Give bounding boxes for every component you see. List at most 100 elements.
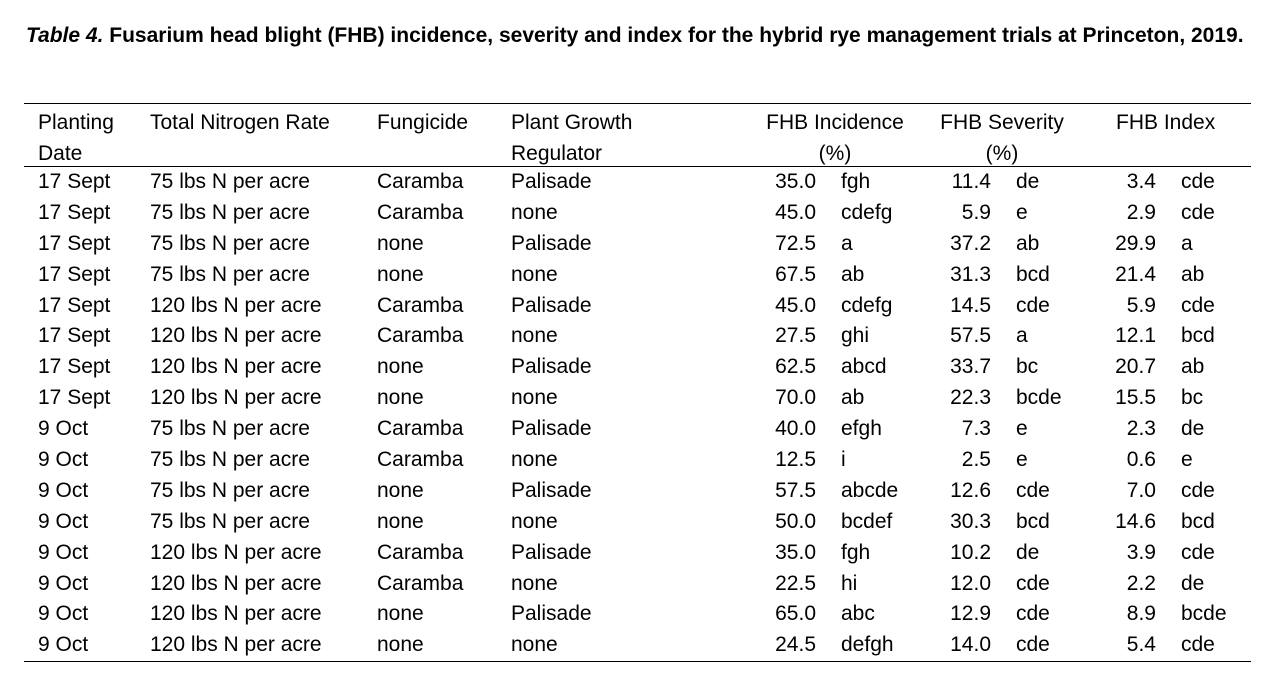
cell-pgr: Palisade <box>511 602 592 626</box>
cell-incidence: 45.0 <box>775 293 816 317</box>
header-index: FHB Index <box>1116 111 1216 134</box>
cell-index: 8.9 <box>1126 602 1156 626</box>
table-body: 17 Sept 75 lbs N per acre Caramba Palisade 3… <box>24 167 1251 661</box>
cell-index: 0.6 <box>1126 448 1156 472</box>
cell-index-letters: de <box>1181 571 1205 595</box>
cell-index: 7.0 <box>1126 478 1156 502</box>
table-row: 9 Oct 75 lbs N per acre Caramba none 12.5 i 2.… <box>24 445 1251 476</box>
table-row: 9 Oct 75 lbs N per acre none none 50.0 bcdef 3… <box>24 507 1251 538</box>
cell-planting-date: 9 Oct <box>38 478 89 502</box>
cell-index-letters: a <box>1181 231 1193 255</box>
cell-index: 14.6 <box>1115 509 1156 533</box>
cell-index-letters: bc <box>1181 386 1204 410</box>
cell-incidence: 57.5 <box>775 478 816 502</box>
cell-fungicide: Caramba <box>377 448 464 472</box>
cell-incidence-letters: bcdef <box>841 509 893 533</box>
cell-severity-letters: cde <box>1016 633 1050 657</box>
cell-incidence-letters: abcd <box>841 355 887 379</box>
cell-incidence: 35.0 <box>775 170 816 193</box>
header-pgr-line2: Regulator <box>511 142 603 165</box>
cell-planting-date: 9 Oct <box>38 540 89 564</box>
cell-incidence-letters: defgh <box>841 633 894 657</box>
cell-fungicide: Caramba <box>377 170 464 193</box>
cell-fungicide: none <box>377 386 424 410</box>
table-row: 9 Oct 75 lbs N per acre none Palisade 57.5 ab… <box>24 476 1251 507</box>
header-fungicide: Fungicide <box>377 111 469 134</box>
cell-index-letters: cde <box>1181 170 1215 193</box>
cell-index-letters: cde <box>1181 478 1215 502</box>
cell-index-letters: ab <box>1181 355 1205 379</box>
cell-severity: 12.6 <box>950 478 991 502</box>
header-planting-line1: Planting <box>38 111 114 134</box>
cell-index-letters: e <box>1181 448 1193 472</box>
cell-nitrogen-rate: 75 lbs N per acre <box>150 478 310 502</box>
cell-index: 21.4 <box>1115 262 1156 286</box>
cell-nitrogen-rate: 120 lbs N per acre <box>150 571 322 595</box>
table-row: 17 Sept 75 lbs N per acre Caramba none 45.0 c… <box>24 198 1251 229</box>
cell-pgr: Palisade <box>511 417 592 441</box>
cell-severity: 2.5 <box>961 448 991 472</box>
cell-fungicide: Caramba <box>377 540 464 564</box>
cell-incidence-letters: abc <box>841 602 875 626</box>
cell-index: 5.9 <box>1126 293 1156 317</box>
header-severity-line1: FHB Severity <box>940 111 1064 134</box>
cell-severity: 14.5 <box>950 293 991 317</box>
cell-fungicide: none <box>377 633 424 657</box>
cell-incidence: 72.5 <box>775 231 816 255</box>
cell-planting-date: 9 Oct <box>38 571 89 595</box>
header-nitrogen: Total Nitrogen Rate <box>150 111 330 134</box>
cell-severity-letters: bcde <box>1016 386 1062 410</box>
cell-fungicide: none <box>377 478 424 502</box>
header-pgr: Plant Growth Regulator <box>511 107 632 169</box>
cell-severity-letters: bcd <box>1016 262 1050 286</box>
cell-incidence: 40.0 <box>775 417 816 441</box>
cell-index: 2.3 <box>1126 417 1156 441</box>
table-row: 17 Sept 120 lbs N per acre none none 70.0 ab 2… <box>24 383 1251 414</box>
cell-pgr: none <box>511 571 558 595</box>
cell-planting-date: 17 Sept <box>38 293 111 317</box>
cell-nitrogen-rate: 75 lbs N per acre <box>150 448 310 472</box>
cell-index: 29.9 <box>1115 231 1156 255</box>
cell-index-letters: ab <box>1181 262 1205 286</box>
header-incidence: FHB Incidence (%) <box>760 107 910 169</box>
cell-incidence: 12.5 <box>775 448 816 472</box>
table-row: 9 Oct 120 lbs N per acre none none 24.5 defgh… <box>24 630 1251 661</box>
cell-severity: 30.3 <box>950 509 991 533</box>
cell-nitrogen-rate: 120 lbs N per acre <box>150 633 322 657</box>
cell-planting-date: 17 Sept <box>38 262 111 286</box>
cell-incidence-letters: fgh <box>841 540 871 564</box>
cell-nitrogen-rate: 120 lbs N per acre <box>150 602 322 626</box>
cell-nitrogen-rate: 75 lbs N per acre <box>150 200 310 224</box>
cell-pgr: Palisade <box>511 355 592 379</box>
cell-incidence: 67.5 <box>775 262 816 286</box>
cell-incidence-letters: abcde <box>841 478 899 502</box>
cell-severity: 12.9 <box>950 602 991 626</box>
cell-nitrogen-rate: 120 lbs N per acre <box>150 386 322 410</box>
cell-nitrogen-rate: 120 lbs N per acre <box>150 293 322 317</box>
cell-fungicide: Caramba <box>377 293 464 317</box>
cell-index: 3.9 <box>1126 540 1156 564</box>
cell-pgr: none <box>511 633 558 657</box>
cell-index-letters: cde <box>1181 200 1215 224</box>
cell-severity: 37.2 <box>950 231 991 255</box>
cell-incidence-letters: cdefg <box>841 293 893 317</box>
cell-planting-date: 17 Sept <box>38 386 111 410</box>
cell-index-letters: de <box>1181 417 1205 441</box>
cell-nitrogen-rate: 75 lbs N per acre <box>150 170 310 193</box>
cell-index-letters: cde <box>1181 633 1215 657</box>
cell-nitrogen-rate: 75 lbs N per acre <box>150 262 310 286</box>
table-row: 17 Sept 75 lbs N per acre Caramba Palisade 3… <box>24 167 1251 198</box>
table-caption: Table 4. Fusarium head blight (FHB) inci… <box>26 18 1256 54</box>
cell-nitrogen-rate: 120 lbs N per acre <box>150 324 322 348</box>
cell-severity-letters: cde <box>1016 571 1050 595</box>
cell-pgr: none <box>511 200 558 224</box>
table-row: 17 Sept 120 lbs N per acre none Palisade 62.… <box>24 352 1251 383</box>
cell-incidence: 65.0 <box>775 602 816 626</box>
cell-incidence: 45.0 <box>775 200 816 224</box>
cell-severity: 10.2 <box>950 540 991 564</box>
cell-index-letters: cde <box>1181 540 1215 564</box>
cell-incidence: 50.0 <box>775 509 816 533</box>
table-row: 17 Sept 75 lbs N per acre none Palisade 72.5… <box>24 229 1251 260</box>
cell-pgr: Palisade <box>511 478 592 502</box>
table-row: 9 Oct 120 lbs N per acre Caramba Palisade 35… <box>24 538 1251 569</box>
